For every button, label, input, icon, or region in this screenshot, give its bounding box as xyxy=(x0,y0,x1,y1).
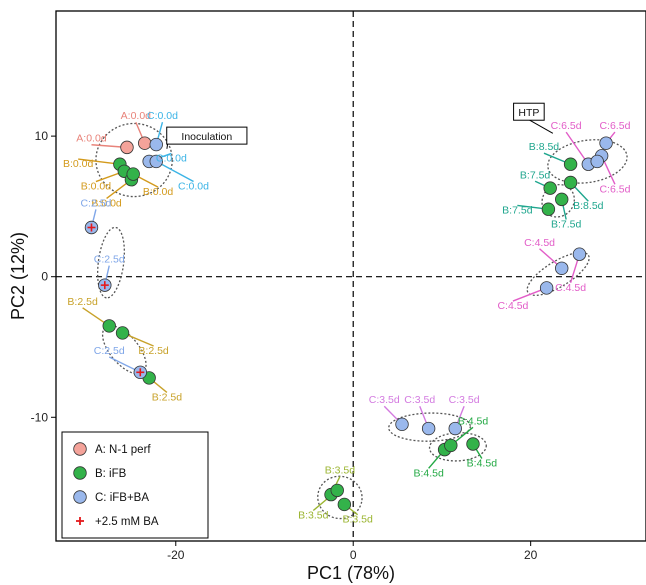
y-axis-title: PC2 (12%) xyxy=(8,232,28,320)
point-label: B:7.5d xyxy=(520,169,551,181)
annotation-label: Inoculation xyxy=(181,131,232,143)
point-label: C:0.0d xyxy=(156,152,187,164)
data-point xyxy=(466,437,480,451)
legend-label: +2.5 mM BA xyxy=(95,516,159,528)
cluster-ellipse xyxy=(547,139,628,184)
cluster-ellipse xyxy=(526,251,590,296)
data-point xyxy=(444,438,458,453)
legend-marker xyxy=(73,490,87,504)
points-layer xyxy=(84,136,613,512)
point-label: C:0.0d xyxy=(147,110,178,122)
data-point xyxy=(539,281,554,295)
cluster-ellipse xyxy=(95,122,173,198)
legend-label: A: N-1 perf xyxy=(95,444,151,456)
plot-frame xyxy=(55,10,646,542)
point-label: C:3.5d xyxy=(404,394,435,406)
cluster-ellipse xyxy=(428,432,487,462)
data-point xyxy=(543,181,557,195)
point-label: C:4.5d xyxy=(555,282,586,294)
data-point xyxy=(448,421,462,436)
point-leader-line xyxy=(78,158,120,165)
point-label: B:0.0d xyxy=(63,158,94,170)
data-point xyxy=(337,497,352,512)
data-point xyxy=(120,140,134,155)
data-point xyxy=(149,137,163,152)
point-label: C:2.5d xyxy=(94,345,125,357)
data-point xyxy=(541,202,556,216)
annotations-layer: Inoculation HTP xyxy=(166,102,554,149)
x-tick-label: -20 xyxy=(167,548,185,562)
point-label: B:4.5d xyxy=(413,467,444,479)
point-label: C:6.5d xyxy=(599,183,630,195)
point-label: B:8.5d xyxy=(573,200,604,212)
legend-label: C: iFB+BA xyxy=(95,492,149,504)
point-label: C:3.5d xyxy=(369,394,400,406)
data-point xyxy=(421,421,436,436)
point-label: B:2.5d xyxy=(67,296,98,308)
point-label: B:2.5d xyxy=(138,345,169,357)
point-label: B:0.0d xyxy=(143,186,174,198)
x-tick-label: 0 xyxy=(350,548,357,562)
point-label: B:4.5d xyxy=(467,457,498,469)
point-label: B:2.5d xyxy=(152,391,183,403)
point-leader-line xyxy=(155,160,194,183)
data-point xyxy=(599,136,613,150)
point-label: B:4.5d xyxy=(458,415,489,427)
data-point xyxy=(555,261,569,275)
y-tick-label: 10 xyxy=(35,129,49,143)
data-point xyxy=(590,154,604,169)
point-label: C:6.5d xyxy=(551,120,582,132)
data-point xyxy=(126,167,140,181)
cluster-ellipse xyxy=(97,226,126,299)
data-point xyxy=(149,154,163,169)
legend-marker xyxy=(73,442,87,456)
point-label: B:3.5d xyxy=(325,465,356,477)
point-label: C:3.5d xyxy=(449,394,480,406)
point-label: C:4.5d xyxy=(524,237,555,249)
point-label: A:0.0d xyxy=(76,133,107,145)
legend: A: N-1 perf B: iFB C: iFB+BA +2.5 mM BA xyxy=(61,431,209,539)
data-point xyxy=(102,319,116,333)
data-point xyxy=(138,136,152,150)
point-label: B:3.5d xyxy=(298,510,329,522)
data-point xyxy=(115,326,130,340)
annotation-label: HTP xyxy=(518,107,539,119)
point-label: B:0.0d xyxy=(91,197,122,209)
point-label: C:6.5d xyxy=(599,120,630,132)
y-tick-label: 0 xyxy=(41,270,48,284)
annotation-box xyxy=(166,126,248,145)
x-tick-label: 20 xyxy=(524,548,538,562)
data-point xyxy=(563,175,578,190)
cluster-ellipse xyxy=(388,412,471,442)
point-label: B:3.5d xyxy=(342,514,373,526)
point-label: B:0.0d xyxy=(81,181,112,193)
plot-area: A:0.0d A:0.0d B:0.0d B:0.0d B:0.0d B:0.0d B:2.… xyxy=(56,11,646,541)
annotation-box xyxy=(513,102,545,121)
y-tick-label: -10 xyxy=(31,410,49,424)
data-point xyxy=(330,483,344,498)
point-label: C:4.5d xyxy=(497,300,528,312)
legend-marker xyxy=(73,466,87,480)
point-labels-layer: A:0.0d A:0.0d B:0.0d B:0.0d B:0.0d B:0.0d B:2.… xyxy=(63,110,631,525)
point-label: B:7.5d xyxy=(551,218,582,230)
axis-ticks: -20 0 20 -10 0 10 xyxy=(31,129,538,562)
point-label: A:0.0d xyxy=(121,110,152,122)
point-label: C:0.0d xyxy=(178,181,209,193)
x-axis-title: PC1 (78%) xyxy=(307,563,395,583)
cluster-ellipse xyxy=(317,475,363,520)
point-label: C:2.5d xyxy=(94,254,125,266)
data-point xyxy=(572,247,587,261)
legend-label: B: iFB xyxy=(95,468,127,480)
data-point xyxy=(563,157,578,171)
data-point xyxy=(555,192,569,207)
point-label: C:2.5d xyxy=(80,197,111,209)
data-point xyxy=(395,417,409,432)
point-label: B:8.5d xyxy=(529,141,560,153)
point-label: B:7.5d xyxy=(502,204,533,216)
